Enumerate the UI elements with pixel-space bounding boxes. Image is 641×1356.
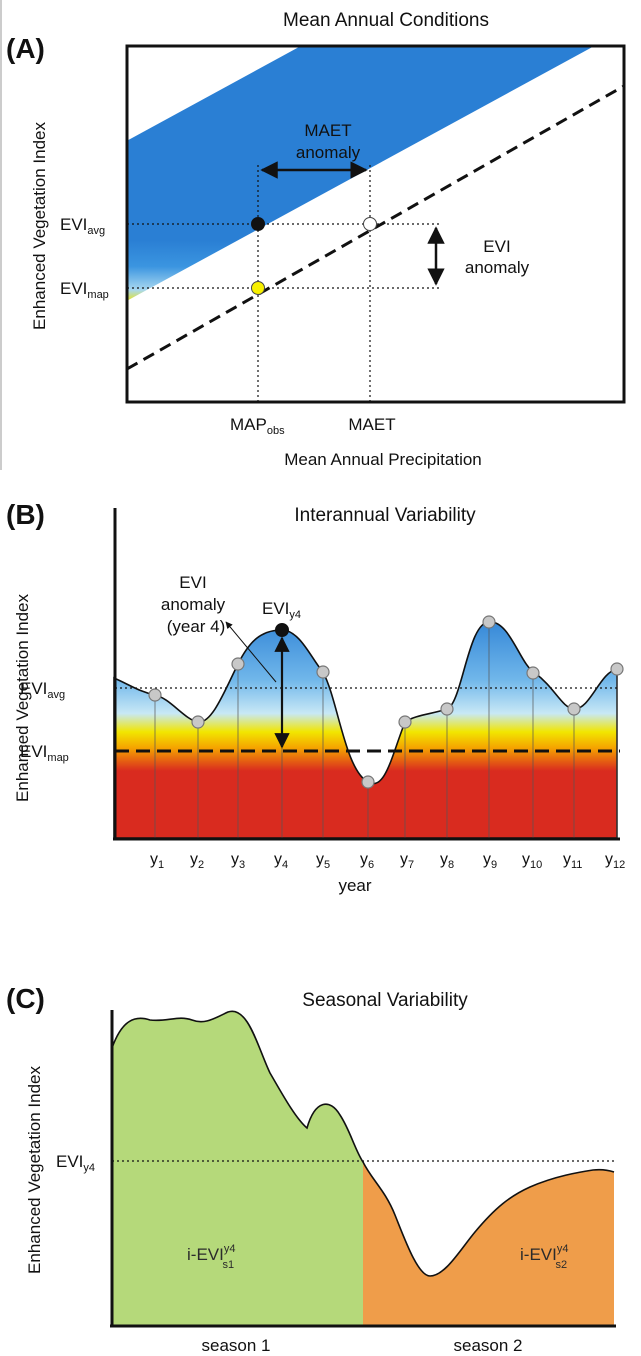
year-label-8: y8: [440, 851, 454, 871]
panel-c-title: Seasonal Variability: [302, 990, 468, 1011]
season1-area: [112, 1011, 363, 1325]
panel-a: (A) Mean Annual Conditions Enhanced Vege…: [6, 10, 626, 469]
panel-b-ylabel: Enhanced Vegetation Index: [13, 594, 32, 802]
year-points: [148, 615, 624, 789]
year-gridlines: [154, 622, 618, 838]
panel-b-xlabel: year: [338, 876, 371, 895]
maet-anomaly-label-1: MAET: [304, 121, 351, 140]
guide-lines: [127, 165, 440, 402]
evi-avg-label-b: EVIavg: [20, 679, 65, 701]
season1-label: season 1: [202, 1336, 271, 1355]
year-label-2: y2: [190, 851, 204, 871]
year-tick-labels: y1 y2 y3 y4 y5 y6 y7 y8 y9 y10 y11 y12: [150, 851, 625, 871]
panel-a-title: Mean Annual Conditions: [283, 10, 489, 31]
year-label-1: y1: [150, 851, 164, 871]
evi-y4-label-c: EVIy4: [56, 1152, 95, 1174]
year-label-10: y10: [522, 851, 542, 871]
season2-label: season 2: [454, 1336, 523, 1355]
seasonal-curve: [111, 1010, 615, 1277]
panel-a-letter: (A): [6, 33, 45, 64]
panel-c: (C) Seasonal Variability Enhanced Vegeta…: [6, 983, 616, 1355]
year4-point: [275, 623, 289, 637]
anomaly-label-1: EVI: [179, 573, 206, 592]
year-label-9: y9: [483, 851, 497, 871]
year-label-5: y5: [316, 851, 330, 871]
panel-a-plot: [127, 46, 624, 370]
maet-label: MAET: [348, 415, 395, 434]
anomaly-pointer: [225, 621, 277, 683]
panel-c-letter: (C): [6, 983, 45, 1014]
evi-anomaly-label-2: anomaly: [465, 258, 530, 277]
evi-map-label-b: EVImap: [20, 742, 69, 764]
panel-b-title: Interannual Variability: [294, 505, 476, 526]
evi-avg-point: [251, 217, 265, 231]
evi-map-point: [251, 281, 265, 295]
panel-c-ylabel: Enhanced Vegetation Index: [25, 1066, 44, 1274]
maet-anomaly-label-2: anomaly: [296, 143, 361, 162]
year-label-3: y3: [231, 851, 245, 871]
ievi-s2-label: i-EVIy4 s2: [520, 1243, 568, 1271]
panel-a-ylabel: Enhanced Vegetation Index: [30, 122, 49, 330]
year-label-4: y4: [274, 851, 288, 871]
season2-area: [363, 1162, 614, 1325]
evi-map-label: EVImap: [60, 279, 109, 301]
map-obs-label: MAPobs: [230, 415, 285, 437]
anomaly-label-2: anomaly: [161, 595, 226, 614]
evi-y4-label: EVIy4: [262, 599, 301, 621]
ievi-s1-label: i-EVIy4 s1: [187, 1243, 235, 1271]
panel-b-letter: (B): [6, 499, 45, 530]
maet-point: [363, 217, 377, 231]
interannual-curve: [113, 621, 618, 839]
year-label-6: y6: [360, 851, 374, 871]
year-label-11: y11: [563, 851, 582, 871]
anomaly-label-3: (year 4): [167, 617, 226, 636]
evi-anomaly-label-1: EVI: [483, 237, 510, 256]
evi-band: [127, 46, 624, 370]
year-label-12: y12: [605, 851, 625, 871]
panel-a-xlabel: Mean Annual Precipitation: [284, 450, 482, 469]
year-label-7: y7: [400, 851, 414, 871]
evi-avg-label: EVIavg: [60, 215, 105, 237]
panel-b: (B) Interannual Variability Enhanced Veg…: [6, 499, 625, 895]
